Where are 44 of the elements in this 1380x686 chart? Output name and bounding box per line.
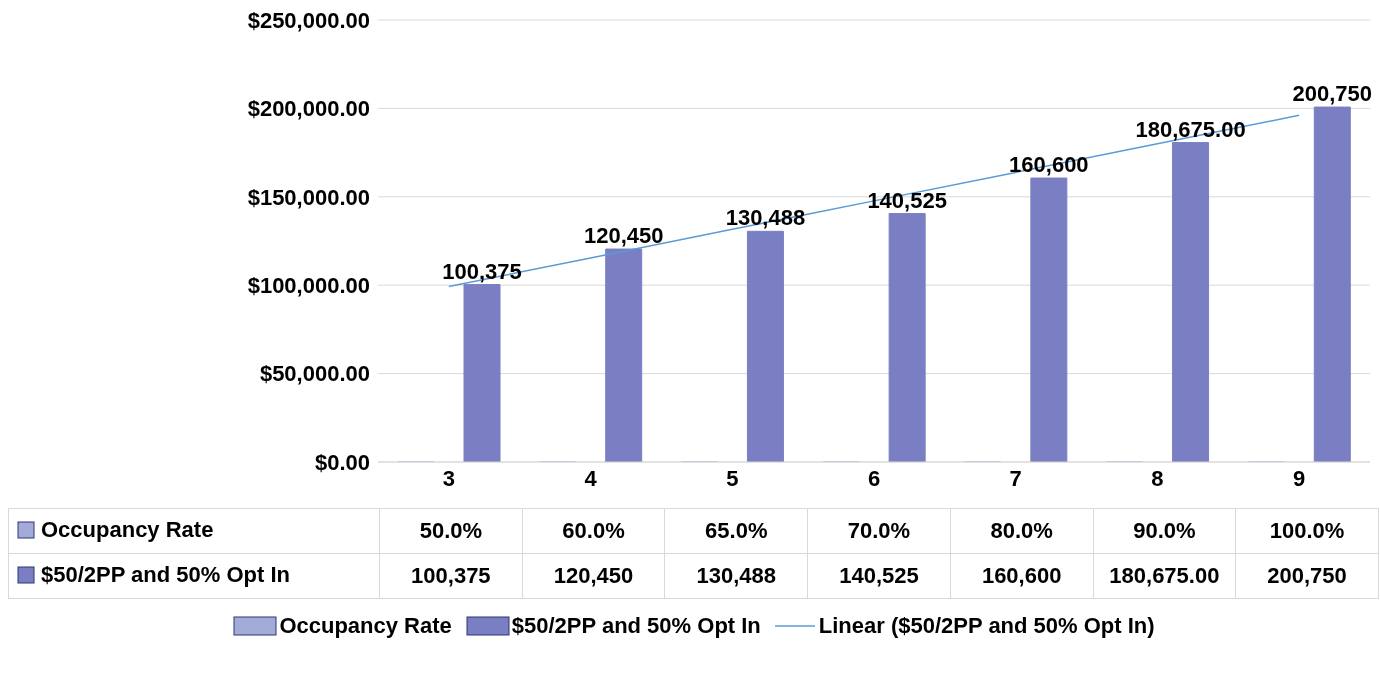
data-label: 65.0% [664,508,808,554]
text: Occupancy Rate [41,517,214,542]
annotation: 140,525 [867,187,947,213]
x-tick-label: 6 [867,465,881,491]
bar [1313,106,1351,462]
y-tick-label: $150,000.00 [247,184,370,210]
bar [463,284,501,462]
text: $50/2PP and 50% Opt In [41,562,291,587]
y-tick-label: $0.00 [314,449,370,475]
y-tick-label: $100,000.00 [247,273,370,299]
data-label: 70.0% [807,508,951,554]
data-label: 80.0% [950,508,1094,554]
y-tick-label: $250,000.00 [247,7,370,33]
data-label: 120,450 [522,553,665,599]
annotation: 200,750 [1292,81,1373,107]
data-label: 100.0% [1235,508,1379,554]
data-label: 160,600 [950,553,1094,599]
x-tick-label: 9 [1293,465,1306,491]
data-label: 140,525 [807,553,951,599]
legend-label: $50/2PP and 50% Opt In [511,613,761,639]
y-tick-label: $200,000.00 [247,96,370,122]
x-tick-label: 4 [584,465,598,491]
data-label: 50.0% [379,508,523,554]
legend-label: Occupancy Rate [279,613,452,639]
x-tick-label: 8 [1151,465,1164,491]
data-label: 180,675.00 [1093,553,1236,599]
x-tick-label: 7 [1009,465,1022,491]
bar [746,230,784,462]
data-label: 130,488 [664,553,808,599]
bar [888,213,926,462]
legend-label: Linear ($50/2PP and 50% Opt In) [818,613,1155,639]
annotation: 180,675.00 [1135,116,1246,142]
x-tick-label: 5 [726,465,739,491]
data-label: 90.0% [1093,508,1236,554]
annotation: 120,450 [583,223,664,249]
data-label: 200,750 [1235,553,1379,599]
bar [605,248,643,462]
y-tick-label: $50,000.00 [259,361,370,387]
x-tick-label: 3 [442,465,455,491]
annotation: 100,375 [442,258,522,284]
bar [1030,177,1068,462]
bar [1172,142,1210,462]
data-label: 100,375 [379,553,523,599]
data-label: 60.0% [522,508,665,554]
